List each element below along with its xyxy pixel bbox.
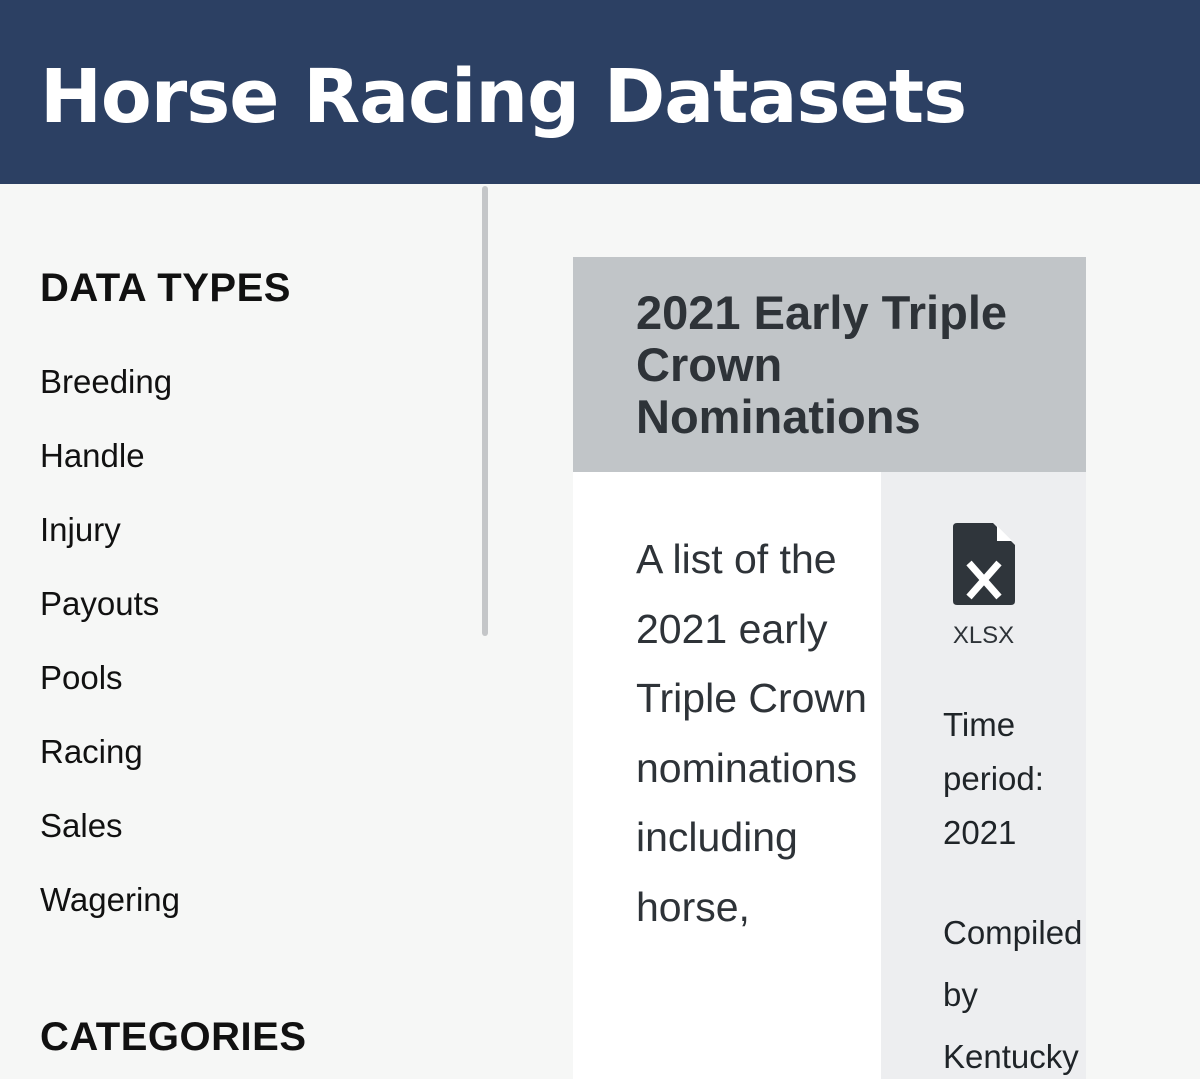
sidebar-item-racing[interactable]: Racing	[40, 733, 143, 770]
file-type-label: XLSX	[952, 622, 1015, 649]
data-types-heading: DATA TYPES	[40, 266, 291, 310]
sidebar-item-payouts[interactable]: Payouts	[40, 585, 160, 622]
compiled-by-line3: Kentucky	[943, 1038, 1079, 1075]
sidebar-item-sales[interactable]: Sales	[40, 807, 123, 844]
sidebar-item-breeding[interactable]: Breeding	[40, 363, 173, 400]
time-period-value: 2021	[943, 814, 1017, 851]
sidebar-item-handle[interactable]: Handle	[40, 437, 145, 474]
compiled-by-line2: by	[943, 976, 978, 1013]
categories-heading: CATEGORIES	[40, 1015, 307, 1059]
time-period-label-line1: Time	[943, 706, 1016, 743]
sidebar-item-injury[interactable]: Injury	[40, 511, 121, 548]
compiled-by-line1: Compiled	[943, 914, 1083, 951]
dataset-meta-panel: XLSX Time period: 2021 Compiled by Kentu…	[881, 472, 1086, 1079]
time-period-label-line2: period:	[943, 760, 1044, 797]
sidebar-item-pools[interactable]: Pools	[40, 659, 123, 696]
sidebar	[0, 184, 492, 1079]
xlsx-file-icon[interactable]	[953, 523, 1015, 605]
sidebar-item-wagering[interactable]: Wagering	[40, 881, 181, 918]
data-types-list: Breeding Handle Injury Payouts Pools Rac…	[40, 345, 180, 937]
sidebar-scrollbar-thumb[interactable]	[482, 186, 488, 636]
dataset-card-header: 2021 Early Triple Crown Nominations	[573, 257, 1086, 472]
dataset-description: A list of the 2021 early Triple Crown no…	[636, 536, 867, 930]
site-header: Horse Racing Datasets	[0, 0, 1200, 184]
dataset-title[interactable]: 2021 Early Triple Crown Nominations	[636, 286, 1008, 443]
site-title[interactable]: Horse Racing Datasets	[40, 54, 967, 140]
dataset-card[interactable]: 2021 Early Triple Crown Nominations A li…	[573, 257, 1086, 1079]
